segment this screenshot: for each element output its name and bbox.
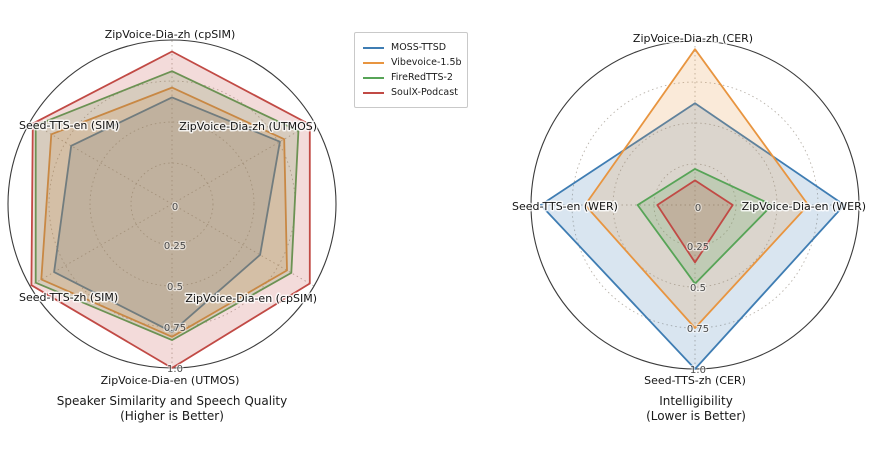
radial-tick-label: 0.5 bbox=[167, 282, 183, 293]
legend-item-fireredtts-2: FireRedTTS-2 bbox=[363, 70, 459, 85]
series-polygon-vibevoice-1.5b bbox=[40, 86, 288, 338]
axis-label: Seed-TTS-zh (CER) bbox=[644, 374, 746, 387]
radial-tick-label: 0 bbox=[172, 202, 178, 213]
radial-tick-label: 0.75 bbox=[687, 324, 709, 335]
radial-tick-label: 1.0 bbox=[167, 364, 183, 375]
axis-label: ZipVoice-Dia-en (UTMOS) bbox=[101, 374, 240, 387]
radial-tick-label: 0.75 bbox=[164, 323, 186, 334]
radial-tick-label: 0 bbox=[695, 203, 701, 214]
radial-tick-label: 0.5 bbox=[690, 283, 706, 294]
radar-grid-ring bbox=[89, 121, 255, 287]
series-polygon-moss-ttsd bbox=[53, 96, 281, 333]
legend-swatch bbox=[363, 91, 384, 94]
series-polygon-soulx-podcast bbox=[656, 179, 734, 264]
legend-label: Vibevoice-1.5b bbox=[391, 57, 462, 68]
right-chart-title: Intelligibility (Lower is Better) bbox=[520, 394, 870, 424]
legend-swatch bbox=[363, 46, 384, 49]
legend-swatch bbox=[363, 61, 384, 64]
radar-spoke bbox=[29, 203, 173, 287]
legend: MOSS-TTSD Vibevoice-1.5b FireRedTTS-2 SoulX… bbox=[354, 32, 468, 108]
axis-label: ZipVoice-Dia-zh (cpSIM) bbox=[105, 28, 236, 41]
series-polygon-fireredtts-2 bbox=[636, 167, 773, 285]
axis-label: ZipVoice-Dia-en (WER) bbox=[742, 200, 866, 213]
axis-label: Seed-TTS-en (WER) bbox=[512, 200, 618, 213]
axis-label: Seed-TTS-en (SIM) bbox=[19, 119, 119, 132]
radial-tick-label: 0.25 bbox=[164, 241, 186, 252]
legend-item-moss-ttsd: MOSS-TTSD bbox=[363, 40, 459, 55]
axis-label: ZipVoice-Dia-zh (UTMOS) bbox=[179, 120, 317, 133]
right-chart-title-line1: Intelligibility bbox=[659, 394, 733, 408]
series-polygon-soulx-podcast bbox=[30, 50, 311, 369]
right-chart-title-line2: (Lower is Better) bbox=[646, 409, 746, 423]
legend-label: SoulX-Podcast bbox=[391, 87, 458, 98]
legend-label: MOSS-TTSD bbox=[391, 42, 447, 53]
left-radar-chart: 0 0.25 0.5 0.75 1.0 ZipVoice-Dia-zh (cpSIM) Zi… bbox=[7, 27, 337, 389]
left-chart-title: Speaker Similarity and Speech Quality (H… bbox=[0, 394, 344, 424]
radar-spoke bbox=[29, 121, 173, 205]
axis-label: ZipVoice-Dia-en (cpSIM) bbox=[185, 292, 317, 305]
axis-label: ZipVoice-Dia-zh (CER) bbox=[633, 32, 753, 45]
left-chart-title-line1: Speaker Similarity and Speech Quality bbox=[56, 394, 288, 408]
right-radar-chart: 0 0.25 0.5 0.75 1.0 ZipVoice-Dia-zh (CER) ZipV… bbox=[511, 31, 868, 389]
legend-item-vibevoice-1.5b: Vibevoice-1.5b bbox=[363, 55, 462, 70]
series-polygon-fireredtts-2 bbox=[34, 70, 300, 342]
series-polygon-moss-ttsd bbox=[539, 102, 846, 370]
radar-spoke bbox=[171, 121, 315, 205]
series-polygon-vibevoice-1.5b bbox=[584, 48, 810, 329]
radial-tick-label: 0.25 bbox=[687, 242, 709, 253]
axis-label: Seed-TTS-zh (SIM) bbox=[19, 291, 118, 304]
legend-item-soulx-podcast: SoulX-Podcast bbox=[363, 85, 459, 100]
legend-swatch bbox=[363, 76, 384, 79]
radar-spoke bbox=[171, 203, 315, 287]
radial-tick-label: 1.0 bbox=[690, 365, 706, 376]
left-chart-title-line2: (Higher is Better) bbox=[120, 409, 224, 423]
legend-label: FireRedTTS-2 bbox=[391, 72, 453, 83]
